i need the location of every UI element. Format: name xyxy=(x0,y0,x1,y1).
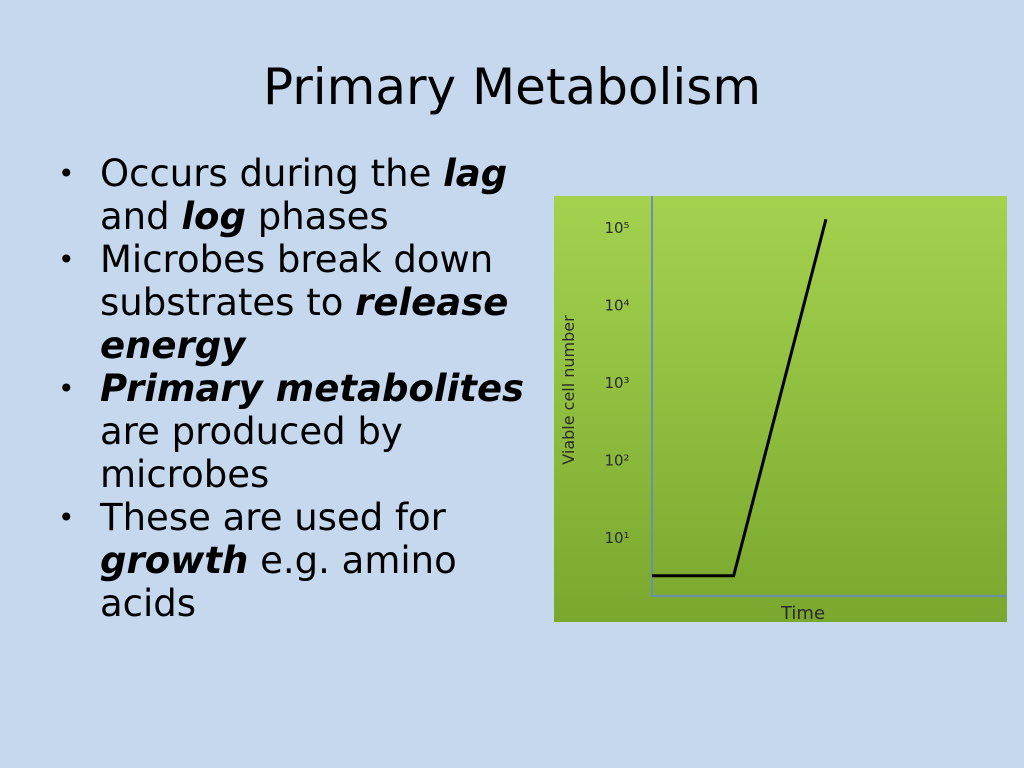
bullet-emphasis-text: release energy xyxy=(100,281,509,367)
bullet-dot-icon: • xyxy=(58,501,75,534)
x-axis-label: Time xyxy=(780,603,825,622)
chart-background xyxy=(554,196,1007,622)
bullet-text: and xyxy=(100,195,182,238)
bullet-text: phases xyxy=(245,195,389,238)
bullet-dot-icon: • xyxy=(58,157,75,190)
y-tick-label: 10⁵ xyxy=(604,219,629,237)
y-tick-label: 10³ xyxy=(604,374,629,392)
bullet-item: • Microbes break down substrates to relea… xyxy=(58,238,548,367)
bullet-text: Microbes break down substrates to xyxy=(100,238,494,324)
bullet-dot-icon: • xyxy=(58,243,75,276)
bullet-emphasis-text: growth xyxy=(100,539,249,582)
y-tick-label: 10¹ xyxy=(604,529,629,547)
bullet-dot-icon: • xyxy=(58,372,75,405)
slide-title: Primary Metabolism xyxy=(262,58,762,116)
bullet-list: • Occurs during the lag and log phases • Mi… xyxy=(58,152,548,625)
bullet-text: are produced by microbes xyxy=(100,410,403,496)
growth-chart: 10¹ 10² 10³ 10⁴ 10⁵ Viable cell number Time xyxy=(554,196,1007,622)
y-tick-label: 10⁴ xyxy=(604,297,629,315)
bullet-text: Occurs during the xyxy=(100,152,444,195)
bullet-item: • Occurs during the lag and log phases xyxy=(58,152,548,238)
bullet-text: e.g. amino acids xyxy=(100,539,457,625)
bullet-emphasis-text: log xyxy=(181,195,246,238)
bullet-text: These are used for xyxy=(100,496,446,539)
bullet-emphasis-text: lag xyxy=(443,152,508,195)
y-axis-label: Viable cell number xyxy=(559,315,578,465)
bullet-item: • These are used for growth e.g. amino ac… xyxy=(58,496,548,625)
growth-curve-line xyxy=(652,218,828,578)
bullet-item: • Primary metabolites are produced by mic… xyxy=(58,367,548,496)
y-tick-label: 10² xyxy=(604,452,629,470)
bullet-emphasis-text: Primary metabolites xyxy=(100,367,525,410)
